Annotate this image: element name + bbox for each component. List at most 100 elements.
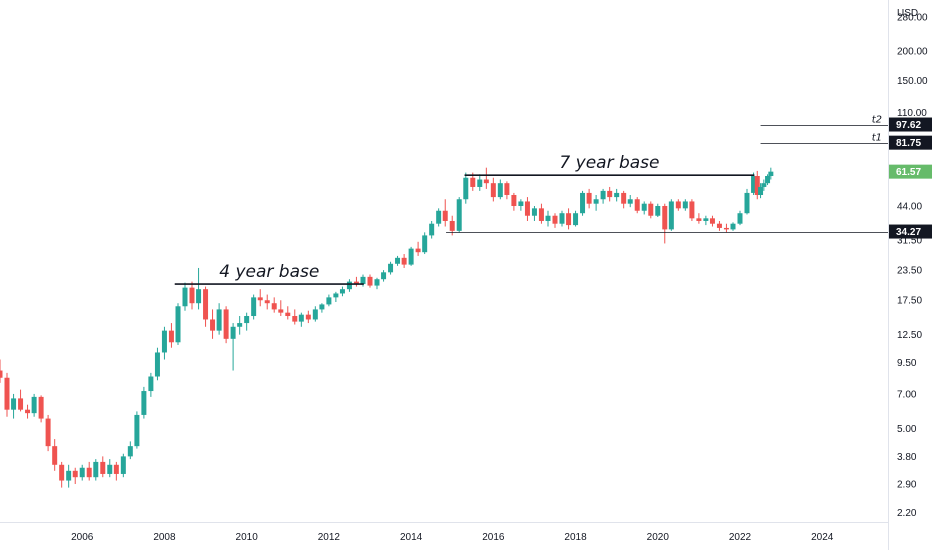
candle-body <box>641 203 647 211</box>
candle <box>768 167 774 180</box>
candle-body <box>353 281 359 285</box>
candle <box>120 453 126 478</box>
candle <box>285 306 291 320</box>
time-tick-label: 2018 <box>564 532 587 543</box>
candle <box>93 459 99 481</box>
candle-body <box>524 201 530 216</box>
candle-body <box>765 176 771 184</box>
candle <box>716 220 722 231</box>
candle <box>662 203 668 244</box>
candle-body <box>463 177 469 200</box>
candle <box>298 312 304 327</box>
candle <box>573 210 579 227</box>
candle-body <box>319 304 325 310</box>
candle <box>203 286 209 327</box>
candle-body <box>141 391 147 415</box>
candle <box>196 267 202 310</box>
candle <box>655 203 661 218</box>
candle-body <box>223 309 229 339</box>
candle-body <box>278 309 284 313</box>
candle <box>730 222 736 231</box>
price-tag-box <box>889 164 932 179</box>
price-tick-label: 12.50 <box>897 330 922 341</box>
candle <box>538 203 544 224</box>
price-tag-label: 81.75 <box>896 138 921 149</box>
candle-body <box>545 215 551 221</box>
candle <box>723 223 729 233</box>
candle-body <box>429 223 435 236</box>
candle-body <box>0 370 3 378</box>
time-axis[interactable]: 2006 2008 2010 2012 2014 2016 2018 2020 2022 2024 <box>71 532 834 543</box>
candle-body <box>408 248 414 265</box>
candle <box>25 404 31 419</box>
candle <box>559 210 565 227</box>
candle-body <box>573 213 579 226</box>
candle <box>319 303 325 313</box>
candle-body <box>134 414 140 447</box>
candle <box>223 306 229 344</box>
candle <box>346 279 352 292</box>
candle-body <box>360 276 366 285</box>
candle <box>593 194 599 211</box>
candle <box>607 186 613 202</box>
candle <box>765 174 771 186</box>
candle-body <box>148 376 154 392</box>
candle-body <box>216 309 222 331</box>
candle <box>627 194 633 208</box>
price-tag: 97.62 <box>889 117 932 132</box>
candle <box>216 303 222 335</box>
price-tick-label: 110.00 <box>897 108 927 119</box>
candle <box>52 439 58 471</box>
candle-body <box>737 213 743 224</box>
candle <box>436 208 442 227</box>
time-tick-label: 2014 <box>400 532 423 543</box>
candle <box>531 205 537 221</box>
candle-body <box>531 208 537 216</box>
candle-body <box>107 464 113 474</box>
candle-body <box>768 171 774 177</box>
candle-body <box>456 199 462 231</box>
candle <box>703 215 709 226</box>
candle-body <box>401 257 407 265</box>
candle-body <box>559 213 565 224</box>
candle-body <box>449 220 455 231</box>
candle <box>754 170 760 200</box>
candle-body <box>196 289 202 304</box>
candle <box>600 188 606 204</box>
candle-body <box>552 215 558 224</box>
price-tick-label: 31.50 <box>897 236 922 247</box>
candle <box>641 201 647 215</box>
candle-body <box>566 213 572 226</box>
candle-body <box>696 218 702 221</box>
candle-body <box>230 326 236 339</box>
candle <box>182 282 188 311</box>
candle-body <box>86 467 92 478</box>
candle-body <box>31 396 37 414</box>
candle-body <box>634 199 640 211</box>
candle <box>326 294 332 307</box>
candle <box>72 467 78 485</box>
candle-body <box>655 205 661 216</box>
candle <box>168 323 174 348</box>
candle <box>79 464 85 481</box>
level-label: t2 <box>872 115 882 126</box>
candle-body <box>703 218 709 221</box>
candle <box>59 461 65 488</box>
candle <box>751 172 757 195</box>
price-tag: 81.75 <box>889 135 932 150</box>
candle-body <box>120 456 126 474</box>
candle <box>339 286 345 297</box>
price-tick-label: 5.00 <box>897 424 917 435</box>
price-axis[interactable]: 280.00 200.00 150.00 110.00 44.00 31.50 23.50 1… <box>897 12 928 518</box>
candle-body <box>346 281 352 290</box>
candle-body <box>11 398 17 410</box>
candle-body <box>333 293 339 298</box>
price-tag-label: 97.62 <box>896 120 921 131</box>
candle <box>127 441 133 460</box>
candle-body <box>388 263 394 273</box>
candle <box>737 210 743 226</box>
candle <box>100 456 106 478</box>
candle-body <box>668 201 674 230</box>
candle <box>113 461 119 481</box>
